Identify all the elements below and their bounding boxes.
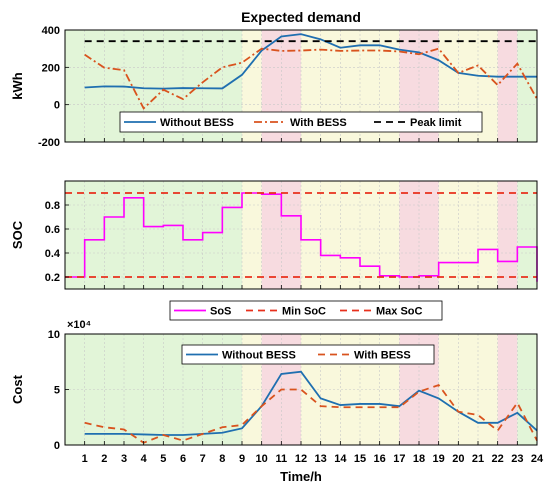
legend-box [169,300,443,321]
panel-2: 0.2 0.4 0.6 0.8 SOC [10,180,538,290]
x-tick-label: 6 [180,453,186,465]
legend-label: Without BESS [160,117,234,129]
y-tick-label: 0.2 [45,272,60,284]
y-tick-label: -200 [38,137,60,149]
x-tick-label: 24 [531,453,544,465]
series-with-bess-line [84,47,538,110]
chart-title: Expected demand [241,9,361,25]
x-tick-label: 12 [295,453,307,465]
x-tick-label: 9 [239,453,245,465]
x-tick-label: 7 [200,453,206,465]
legend-label: Without BESS [222,350,296,362]
y-exponent-label: ×10⁴ [67,319,91,331]
x-tick-label: 21 [472,453,484,465]
panel-3: 0 5 10 Cost ×10⁴ [10,319,538,452]
y-axis-label: kWh [10,72,25,100]
y-tick-label: 200 [42,62,60,74]
x-tick-label: 20 [452,453,464,465]
x-tick-label: 23 [511,453,523,465]
series-sos-line [65,192,538,282]
legend-box [119,111,483,133]
y-axis-label: Cost [10,374,25,404]
legend-label: With BESS [354,350,411,362]
legend-box [181,344,435,365]
y-tick-label: 0.8 [45,200,60,212]
series-without-bess-line [84,33,537,90]
legend-label: Max SoC [376,306,423,318]
y-tick-label: 5 [54,385,60,397]
x-tick-label: 18 [413,453,425,465]
band-green [65,181,242,289]
band-red [497,30,518,142]
y-tick-label: 0 [54,440,60,452]
band-yellow [242,181,262,289]
y-tick-label: 10 [48,329,60,341]
band-green [517,181,537,289]
x-tick-label: 19 [433,453,445,465]
x-tick-label: 8 [219,453,225,465]
series-with-bess-line [84,383,538,444]
y-tick-label: 0.6 [45,224,60,236]
x-tick-label: 15 [354,453,366,465]
legend-label: Peak limit [410,117,462,129]
band-yellow [438,181,498,289]
x-tick-label: 14 [334,453,347,465]
series-without-bess-line [84,370,538,436]
x-tick-label: 22 [492,453,504,465]
legend-1: Without BESS With BESS Peak limit [119,111,483,133]
y-tick-label: 0 [54,100,60,112]
x-tick-label: 3 [121,453,127,465]
x-axis-label: Time/h [280,469,322,484]
legend-2: SoS Min SoC Max SoC [169,300,443,321]
band-red [497,181,518,289]
legend-label: With BESS [290,117,347,129]
band-yellow [301,181,400,289]
x-tick-label: 13 [315,453,327,465]
x-tick-label: 2 [101,453,107,465]
x-tick-label: 10 [256,453,268,465]
legend-label: SoS [210,306,231,318]
legend-label: Min SoC [282,306,326,318]
x-tick-label: 1 [82,453,88,465]
x-tick-label: 5 [160,453,166,465]
x-tick-label: 16 [374,453,386,465]
x-tick-label: 17 [393,453,405,465]
x-tick-label: 4 [141,453,148,465]
y-axis-label: SOC [10,220,25,249]
y-tick-label: 0.4 [45,248,61,260]
legend-3: Without BESS With BESS [181,344,435,365]
band-yellow [438,334,498,445]
y-tick-label: 400 [42,25,60,37]
band-green [517,30,537,142]
band-red [497,334,518,445]
x-tick-label: 11 [276,453,288,465]
